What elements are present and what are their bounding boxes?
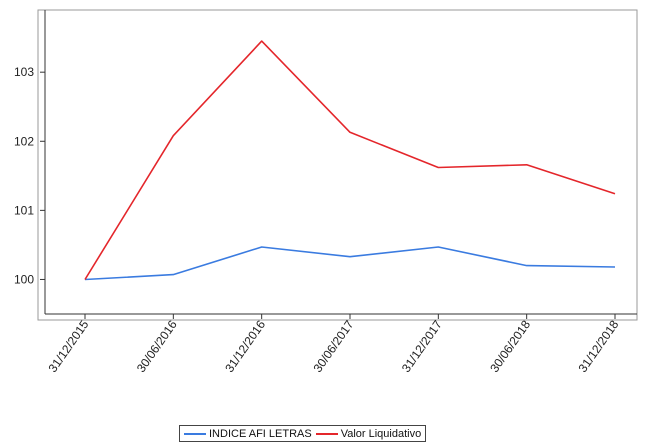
x-axis-ticks: 31/12/2015 30/06/2016 31/12/2016 30/06/2017… xyxy=(46,314,622,375)
y-tick-label: 101 xyxy=(14,203,34,217)
x-tick-label: 31/12/2015 xyxy=(46,317,92,374)
series-line-indice-afi-letras xyxy=(84,246,616,281)
plot-frame xyxy=(37,9,638,321)
x-tick-label: 30/06/2017 xyxy=(311,317,357,374)
legend-item-valor: Valor Liquidativo xyxy=(315,427,422,440)
legend: INDICE AFI LETRAS Valor Liquidativo xyxy=(179,425,427,442)
legend-swatch-valor xyxy=(315,432,338,435)
x-tick-label: 31/12/2016 xyxy=(222,317,268,374)
x-tick-label: 30/06/2016 xyxy=(134,317,180,374)
y-tick-label: 103 xyxy=(14,65,34,79)
y-tick-label: 102 xyxy=(14,134,34,148)
x-tick-label: 31/12/2018 xyxy=(576,317,622,374)
legend-item-indice: INDICE AFI LETRAS xyxy=(184,428,312,440)
legend-label-valor: Valor Liquidativo xyxy=(340,427,422,440)
y-tick-label: 100 xyxy=(14,272,34,286)
series-line-valor-liquidativo xyxy=(84,40,616,280)
x-tick-label: 30/06/2018 xyxy=(487,317,533,374)
series-group xyxy=(84,40,616,281)
legend-swatch-indice xyxy=(184,432,206,435)
x-tick-label: 31/12/2017 xyxy=(399,317,445,374)
legend-label-indice: INDICE AFI LETRAS xyxy=(209,427,312,440)
y-axis-ticks: 100 101 102 103 xyxy=(14,65,45,286)
